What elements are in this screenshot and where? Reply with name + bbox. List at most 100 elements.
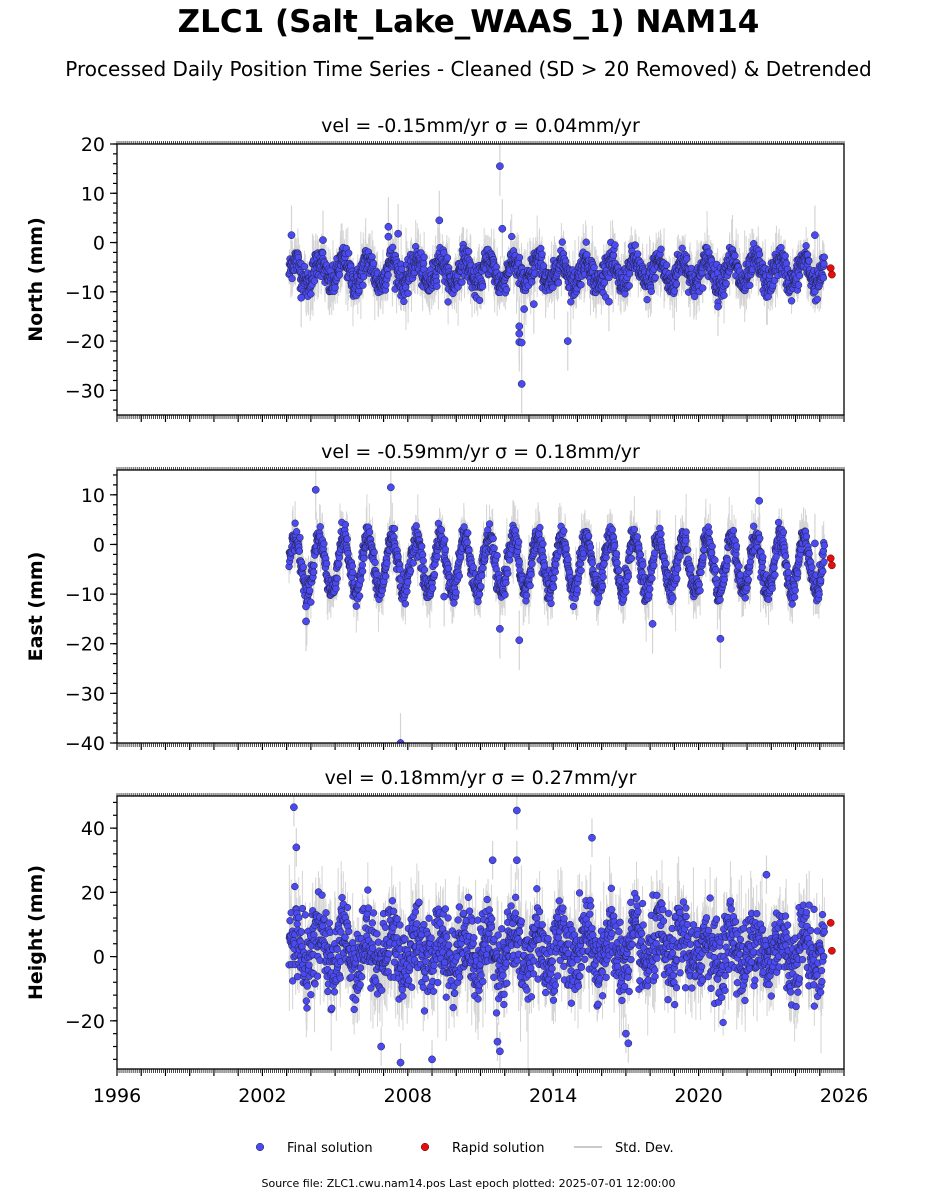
- final-point: [359, 567, 367, 575]
- final-point: [631, 241, 639, 249]
- final-point: [313, 972, 322, 980]
- final-point: [772, 553, 780, 561]
- final-point: [352, 602, 360, 610]
- final-point: [735, 562, 743, 570]
- final-point: [477, 582, 485, 590]
- final-point: [485, 906, 493, 914]
- final-point: [598, 582, 607, 591]
- final-point: [598, 992, 607, 1000]
- final-point: [359, 281, 367, 289]
- final-point: [770, 564, 778, 572]
- final-point: [425, 914, 433, 922]
- final-point: [356, 964, 365, 972]
- final-outlier-point: [394, 229, 402, 238]
- final-point: [478, 282, 487, 291]
- final-point: [522, 591, 531, 600]
- rapid-point: [828, 561, 836, 570]
- final-point: [596, 975, 604, 983]
- final-point: [500, 990, 508, 998]
- final-point: [595, 594, 603, 602]
- final-point: [768, 584, 776, 593]
- final-point: [318, 891, 326, 899]
- final-point: [777, 243, 785, 252]
- final-point: [367, 984, 375, 992]
- final-outlier-point: [302, 602, 310, 611]
- final-point: [420, 1007, 429, 1015]
- final-point: [412, 522, 420, 530]
- final-point: [381, 923, 390, 932]
- final-point: [621, 290, 629, 298]
- final-point: [672, 984, 681, 992]
- final-point: [441, 905, 450, 913]
- final-point: [594, 1000, 602, 1008]
- final-point: [455, 903, 463, 911]
- final-point: [293, 973, 302, 981]
- final-point: [402, 283, 410, 291]
- final-point: [645, 591, 653, 599]
- final-point: [349, 939, 357, 947]
- y-tick-label: −30: [65, 683, 105, 705]
- final-point: [639, 921, 647, 929]
- final-point: [349, 568, 357, 577]
- final-point: [602, 973, 610, 982]
- final-outlier-point: [520, 305, 528, 313]
- final-point: [651, 966, 659, 974]
- final-outlier-point: [714, 302, 722, 311]
- final-point: [819, 567, 827, 576]
- final-outlier-point: [517, 380, 526, 388]
- final-point: [682, 912, 690, 921]
- final-point: [599, 573, 607, 581]
- final-point: [586, 543, 595, 551]
- final-point: [433, 282, 441, 290]
- final-point: [624, 973, 632, 982]
- final-point: [310, 561, 318, 570]
- final-point: [647, 287, 655, 296]
- final-point: [324, 987, 332, 996]
- final-point: [535, 908, 544, 916]
- final-point: [404, 578, 412, 586]
- final-point: [548, 964, 556, 973]
- final-point: [444, 298, 452, 306]
- final-point: [795, 271, 804, 280]
- final-point: [791, 586, 799, 594]
- final-point: [390, 958, 399, 966]
- final-point: [790, 593, 799, 601]
- final-point: [657, 530, 665, 538]
- final-point: [673, 574, 681, 583]
- final-point: [697, 568, 705, 576]
- final-point: [608, 905, 616, 914]
- final-point: [643, 296, 651, 304]
- rapid-solution-east: [826, 554, 836, 570]
- final-point: [450, 599, 458, 607]
- final-point: [289, 977, 297, 985]
- final-point: [322, 909, 330, 917]
- final-point: [489, 534, 497, 543]
- final-point: [350, 1005, 358, 1014]
- final-point: [427, 934, 435, 942]
- x-minor-ticks-north: [116, 141, 845, 419]
- final-point: [611, 241, 619, 249]
- final-point: [463, 538, 471, 547]
- final-point: [564, 555, 572, 563]
- final-point: [331, 284, 339, 292]
- final-point: [676, 552, 684, 560]
- final-point: [389, 907, 398, 915]
- final-point: [455, 973, 464, 981]
- final-point: [378, 986, 386, 994]
- final-point: [500, 1000, 508, 1009]
- final-point: [341, 933, 349, 941]
- final-point: [551, 560, 560, 569]
- final-point: [357, 576, 365, 584]
- final-point: [651, 273, 659, 282]
- final-point: [802, 532, 811, 541]
- final-point: [820, 558, 828, 566]
- final-point: [699, 284, 707, 292]
- final-point: [359, 273, 368, 281]
- final-point: [653, 954, 661, 962]
- final-point: [820, 541, 828, 550]
- final-point: [458, 278, 466, 286]
- final-point: [441, 545, 450, 553]
- final-point: [355, 592, 364, 600]
- std-dev-bars-east: [288, 470, 825, 743]
